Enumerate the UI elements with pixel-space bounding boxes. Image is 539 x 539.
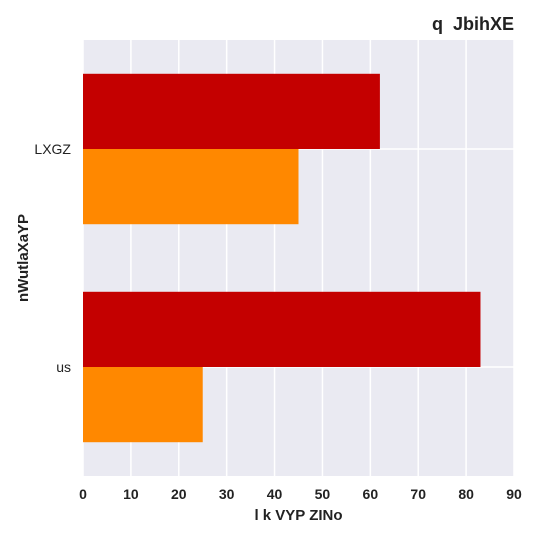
x-tick-label: 70 bbox=[410, 486, 426, 502]
x-tick-label: 20 bbox=[171, 486, 187, 502]
x-tick-label: 90 bbox=[506, 486, 522, 502]
x-tick-label: 30 bbox=[219, 486, 235, 502]
x-tick-label: 0 bbox=[79, 486, 87, 502]
x-tick-label: 50 bbox=[315, 486, 331, 502]
x-tick-label: 80 bbox=[458, 486, 474, 502]
x-axis-ticks: 0 10 20 30 40 50 60 70 80 90 bbox=[79, 486, 522, 502]
bar bbox=[83, 367, 203, 443]
x-tick-label: 40 bbox=[267, 486, 283, 502]
x-axis-label: l k VYP ZINo bbox=[254, 507, 342, 524]
y-axis-label: nWutlaXaYP bbox=[15, 214, 32, 302]
y-tick-label: us bbox=[56, 359, 71, 375]
chart-title: q JbihXE bbox=[432, 14, 514, 34]
bars bbox=[83, 73, 481, 443]
bar bbox=[83, 149, 299, 225]
x-tick-label: 10 bbox=[123, 486, 139, 502]
bar bbox=[83, 291, 481, 367]
y-tick-label: LXGZ bbox=[34, 141, 71, 157]
x-tick-label: 60 bbox=[363, 486, 379, 502]
y-axis-ticks: LXGZ us bbox=[34, 141, 71, 375]
bar bbox=[83, 73, 380, 149]
